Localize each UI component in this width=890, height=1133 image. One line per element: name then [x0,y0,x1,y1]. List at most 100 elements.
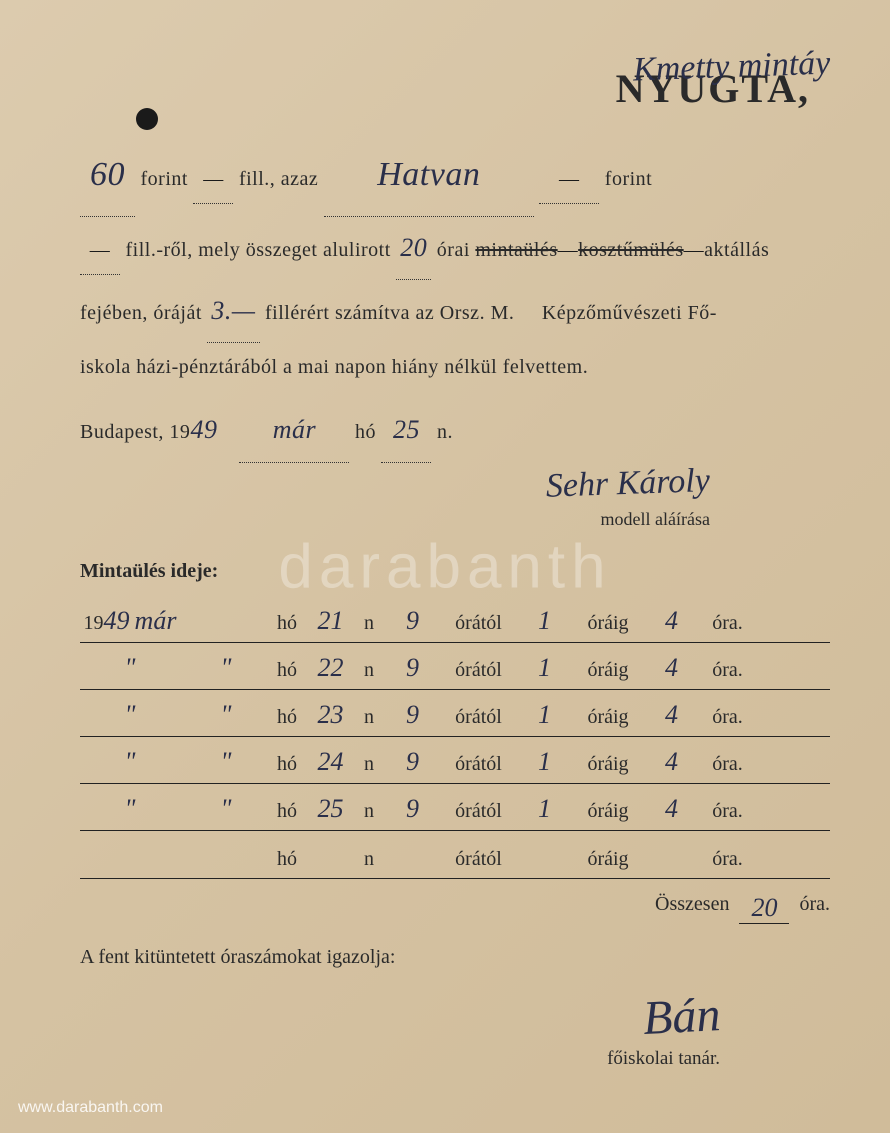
session-hours: 4 [644,606,699,636]
label-ho: hó [355,421,376,443]
session-to: 1 [517,700,572,730]
session-year: " [80,700,180,730]
label-oraig: óráig [578,659,638,683]
date-year: 49 [190,415,217,444]
label-orai: órai [437,239,470,261]
session-day [308,841,353,865]
label-oraig: óráig [578,612,638,636]
footer-url: www.darabanth.com [18,1099,163,1117]
option-mintaules: mintaülés [475,239,557,261]
session-from: 9 [385,794,440,824]
session-day: 24 [308,747,353,777]
teacher-label: főiskolai tanár. [80,1048,720,1070]
session-to: 1 [517,794,572,824]
label-city-year: Budapest, 19 [80,421,190,443]
hours-value: 20 [396,217,431,280]
session-year [80,841,180,865]
date-day: 25 [381,399,431,462]
label-ora: óra. [705,706,750,730]
session-month: " [186,747,266,777]
option-aktallas: aktállás [704,239,769,261]
body-line-1: — fill.-ről, mely összeget alulirott 20 … [80,217,830,280]
rate-value: 3.— [207,280,259,343]
label-oratol: órától [446,612,511,636]
date-line: Budapest, 1949 már hó 25 n. [80,399,830,462]
amount-dash2: — [539,155,599,204]
session-from: 9 [385,606,440,636]
option-kosztumules: kosztűmülés [578,239,684,261]
label-ora: óra. [705,848,750,872]
session-from [385,841,440,865]
label-oratol: órától [446,753,511,777]
label-ho: hó [272,659,302,683]
session-hours: 4 [644,794,699,824]
label-fejeben: fejében, óráját [80,302,202,324]
label-oratol: órától [446,706,511,730]
sessions-table: 1949 márhó21n9órától1óráig4óra.""hó22n9ó… [80,595,830,879]
label-ora: óra. [705,612,750,636]
label-ora: óra. [705,753,750,777]
body-dash: — [80,226,120,275]
session-from: 9 [385,700,440,730]
session-to: 1 [517,747,572,777]
label-n: n [359,753,379,777]
session-hours: 4 [644,700,699,730]
receipt-document: Kmetty mintáy NYUGTA, 60 forint — fill.,… [0,0,890,1133]
session-row: hónórátólóráigóra. [80,831,830,879]
session-year: " [80,747,180,777]
label-n: n [359,800,379,824]
label-ho: hó [272,800,302,824]
session-month: " [186,653,266,683]
label-fillerert: fillérért számítva az Orsz. M. [265,302,514,324]
label-ora: óra. [705,800,750,824]
sessions-heading: Mintaülés ideje: [80,560,830,583]
session-to [517,841,572,865]
session-year: 1949 már [80,606,180,636]
session-month: " [186,794,266,824]
label-ho: hó [272,706,302,730]
label-institution: Képzőművészeti Fő- [542,302,717,324]
amount-words: Hatvan [324,134,534,217]
session-day: 22 [308,653,353,683]
label-ho: hó [272,753,302,777]
amount-dash1: — [193,155,233,204]
session-month [186,841,266,865]
model-signature-block: Sehr Károly modell aláírása [80,473,710,530]
session-month: " [186,700,266,730]
session-hours: 4 [644,747,699,777]
session-from: 9 [385,653,440,683]
session-year: " [80,794,180,824]
session-row: ""hó24n9órától1óráig4óra. [80,737,830,784]
teacher-signature: Bán [641,987,721,1046]
teacher-signature-block: Bán [80,989,720,1044]
session-from: 9 [385,747,440,777]
verify-label: A fent kitüntetett óraszámokat igazolja: [80,946,830,969]
label-n: n [359,848,379,872]
label-ho: hó [272,612,302,636]
punch-hole [136,108,158,130]
body-line-3: iskola házi-pénztárából a mai napon hián… [80,343,830,391]
handwritten-annotation-top: Kmetty mintáy [632,45,831,90]
label-oraig: óráig [578,706,638,730]
label-oraig: óráig [578,753,638,777]
label-ora: óra. [705,659,750,683]
label-fillrol: fill.-ről, mely összeget alulirott [126,239,391,261]
total-label: Összesen [655,893,729,924]
session-hours: 4 [644,653,699,683]
total-row: Összesen 20 óra. [80,879,830,938]
session-month [186,605,266,629]
label-oraig: óráig [578,800,638,824]
label-n: n [359,612,379,636]
session-to: 1 [517,606,572,636]
label-n: n [359,659,379,683]
label-n: n [359,706,379,730]
session-row: ""hó25n9órától1óráig4óra. [80,784,830,831]
label-n: n. [437,421,453,443]
date-month: már [239,399,349,462]
session-row: ""hó22n9órától1óráig4óra. [80,643,830,690]
session-day: 23 [308,700,353,730]
total-value: 20 [739,893,789,924]
label-forint2: forint [605,168,652,190]
session-to: 1 [517,653,572,683]
label-forint: forint [141,168,188,190]
